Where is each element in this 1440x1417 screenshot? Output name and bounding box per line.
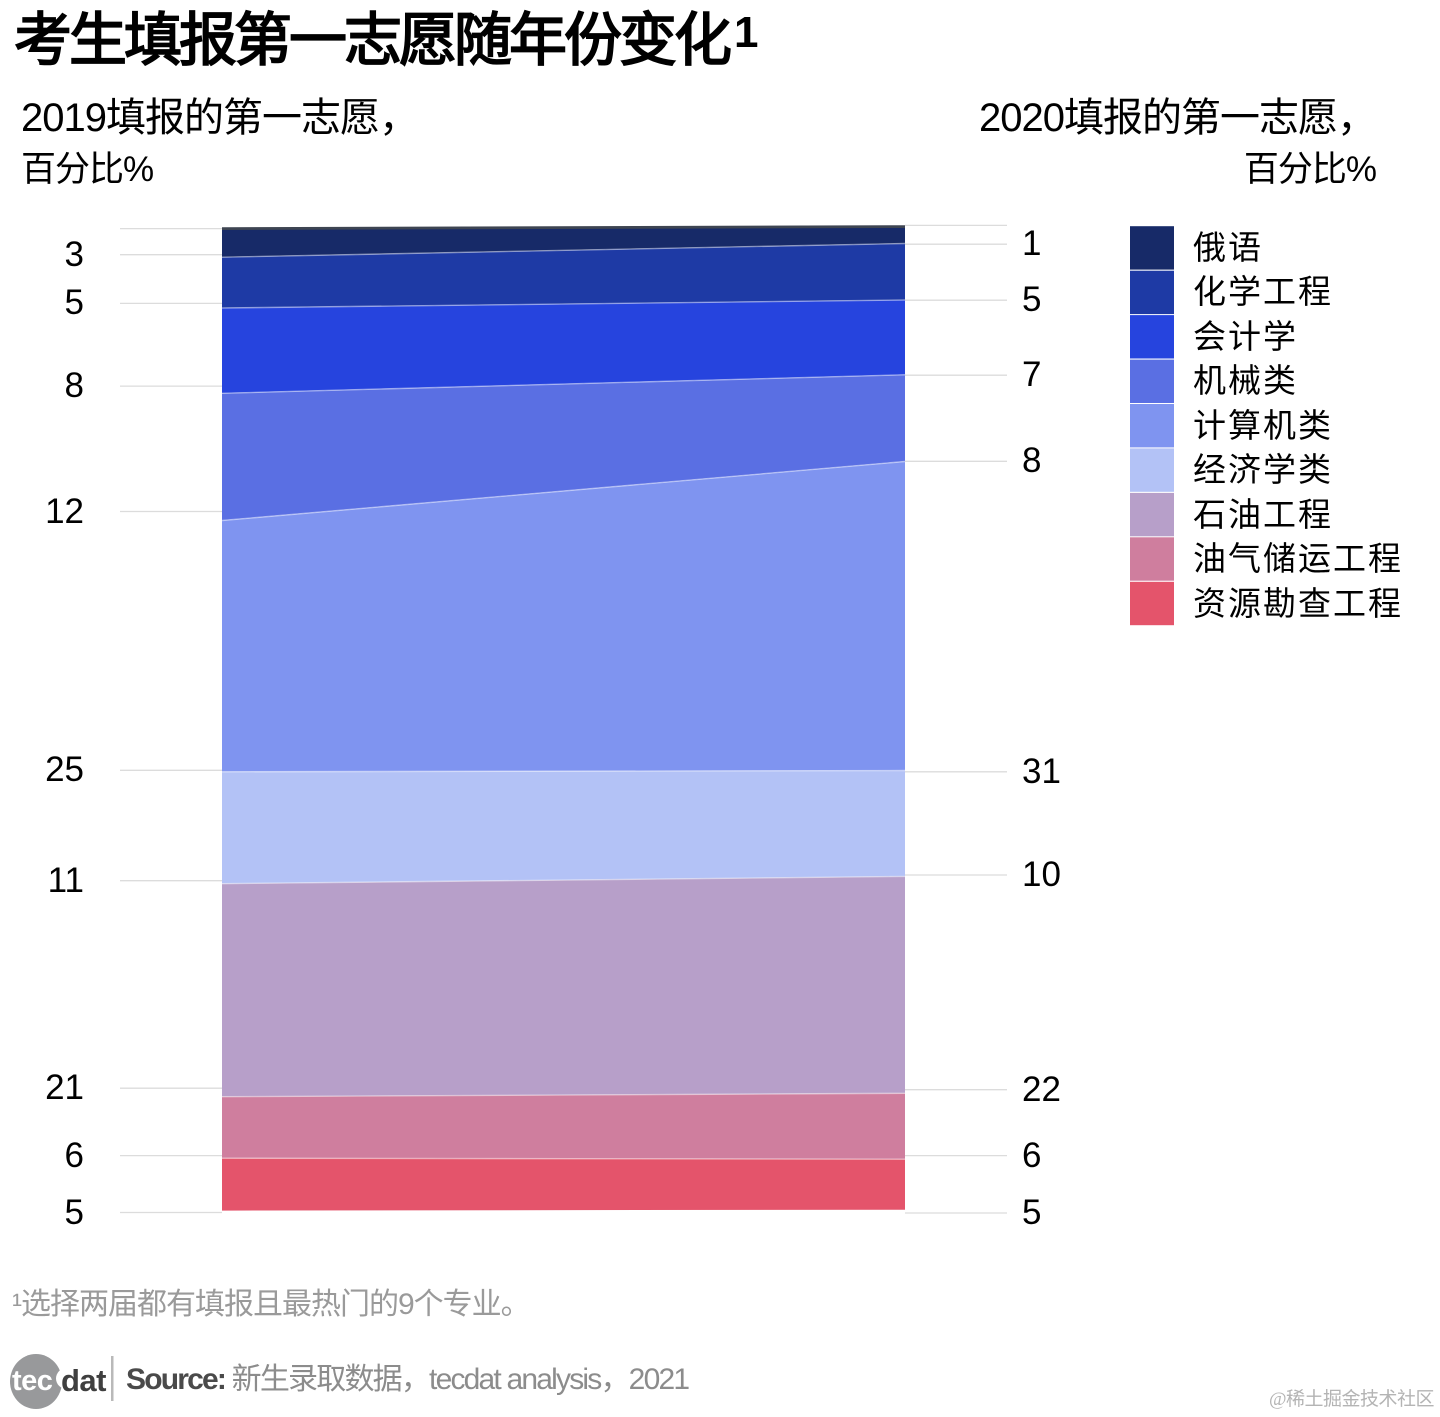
svg-text:tec: tec [12, 1365, 53, 1397]
svg-text:dat: dat [61, 1363, 106, 1398]
